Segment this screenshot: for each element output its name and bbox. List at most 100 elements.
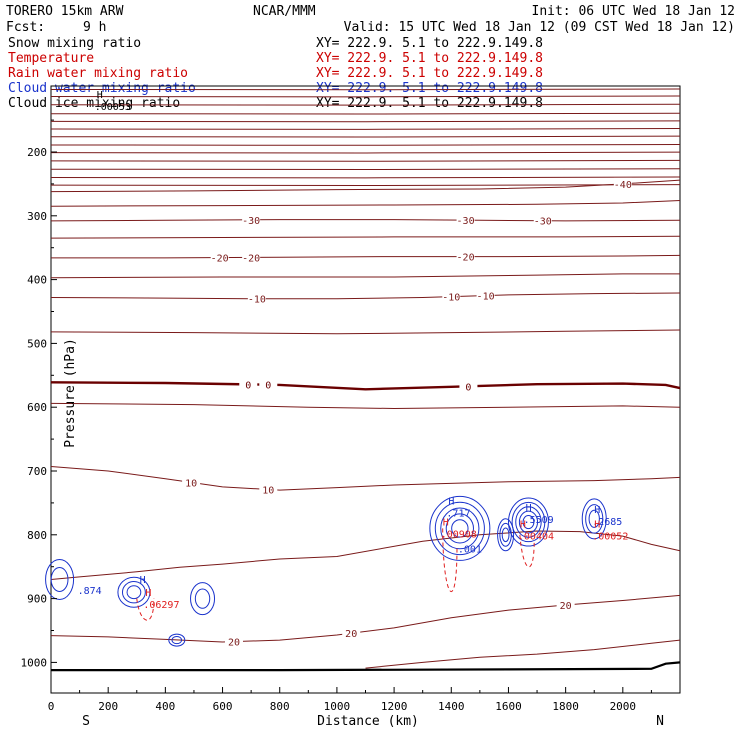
cloud-blob-1900-ring-0: [581, 498, 607, 540]
cloud-blob-1900-ring-1: [585, 504, 604, 534]
cloud-blob-1590-ring-0: [497, 518, 515, 552]
y-tick-label-1000: 1000: [21, 656, 48, 669]
cloud-blob-1430-ring-2: [440, 507, 480, 550]
temp-label-0-1: 0: [265, 381, 271, 392]
cloud-max-2-value: .2685: [592, 517, 622, 528]
temp-label-bg: [456, 214, 475, 226]
cloud-ice-max-value: .00053: [95, 102, 131, 113]
cloud-max-5-value: .874: [78, 586, 102, 597]
temp-label-10-0: 10: [185, 478, 197, 489]
model-title: TORERO 15km ARW: [6, 4, 124, 19]
cloud-max-2-marker: H: [594, 505, 600, 516]
cloud-blob-440-ring-0: [168, 633, 186, 647]
cloud-blob-30-ring-0: [45, 558, 75, 600]
cloud-blob-1670-ring-4: [522, 514, 535, 530]
field-name-rain-water-mixing-ratio: Rain water mixing ratio: [8, 66, 188, 81]
temp-label-bg: [247, 292, 266, 304]
field-name-snow-mixing-ratio: Snow mixing ratio: [8, 36, 141, 51]
center-title: NCAR/MMM: [253, 4, 316, 19]
cloud-blob-1670-ring-3: [518, 510, 539, 534]
temp-contour--5: [50, 329, 681, 335]
temp-label-bg: [210, 251, 229, 263]
south-label: S: [82, 714, 90, 729]
upper-contour-1: [50, 95, 681, 98]
x-tick-label-400: 400: [155, 700, 175, 713]
temp-label-10-1: 10: [262, 486, 274, 497]
cloud-max-3-marker: H: [140, 575, 146, 586]
cloud-blob-1430-ring-1: [434, 501, 485, 556]
cloud-blob-530-ring-0: [190, 582, 216, 616]
temp-label--30-0: -30: [242, 216, 260, 227]
cloud-blob-1900-ring-2: [588, 509, 600, 528]
cloud-blob-290-ring-0: [117, 576, 151, 608]
y-axis-label: Pressure (hPa): [63, 338, 78, 448]
rain-max-0-marker: H: [443, 518, 449, 529]
temp-label--20-2: -20: [457, 253, 475, 264]
axes: 0 200 400 600 800 1000 1200 1400 1600 1800 2000200…: [21, 119, 681, 713]
cloud-max-1-value: .5509: [524, 515, 554, 526]
field-xy-cloud-water-mixing-ratio: XY= 222.9. 5.1 to 222.9.149.8: [316, 81, 543, 96]
temp-label--20-0: -20: [211, 254, 229, 265]
cloud-blob-1670-ring-0: [507, 497, 549, 547]
temp-contour--15: [50, 273, 680, 279]
y-tick-label-400: 400: [27, 274, 47, 287]
temp-label-bg: [459, 380, 478, 392]
x-tick-label-2000: 2000: [610, 700, 637, 713]
temp-contour--10: [50, 292, 681, 300]
rain-shaft-1400: [442, 528, 458, 592]
rain-max-0-value: .00908: [441, 530, 477, 541]
y-tick-label-500: 500: [27, 337, 47, 350]
y-tick-label-900: 900: [27, 593, 47, 606]
temp-contour--20: [51, 254, 681, 259]
upper-contour-2: [50, 103, 681, 106]
temp-label--30-1: -30: [457, 216, 475, 227]
temp-label-bg: [556, 598, 575, 610]
temp-label-bg: [224, 635, 243, 647]
cloud-blob-1430-ring-3: [445, 513, 474, 544]
temp-label-0-2: 0: [465, 382, 471, 393]
temp-contour--35: [50, 200, 681, 207]
x-tick-label-1200: 1200: [381, 700, 408, 713]
cloud-blob-1670-ring-2: [515, 506, 542, 538]
cloud-blob-1590-ring-1: [499, 522, 512, 547]
cloud-blob-290-ring-2: [126, 585, 142, 600]
field-legend: Snow mixing ratio XY= 222.9. 5.1 to 222.9…: [8, 36, 543, 111]
temp-label-bg: [476, 289, 495, 301]
rain-shaft-330: [136, 598, 155, 621]
x-tick-label-1600: 1600: [495, 700, 522, 713]
temp-label-bg: [242, 213, 261, 225]
field-xy-rain-water-mixing-ratio: XY= 222.9. 5.1 to 222.9.149.8: [316, 66, 543, 81]
rain-max-3-marker: H: [145, 588, 151, 599]
cloud-blob-1430-ring-0: [429, 495, 491, 561]
field-maxima: H.717H.5509H.2685H.001.874H.00908H.00404…: [78, 90, 629, 611]
upper-contour-4: [50, 120, 681, 123]
upper-contour-6: [50, 135, 681, 138]
cloud-max-4-value: .001: [458, 544, 482, 555]
temp-label-bg: [259, 378, 278, 390]
temp-contour-15: [50, 530, 681, 580]
rain-shaft-1660: [519, 534, 535, 568]
x-tick-label-1000: 1000: [324, 700, 351, 713]
x-tick-label-0: 0: [48, 700, 55, 713]
cloud-max-0-value: .717: [446, 509, 470, 520]
temp-label--20-1: -20: [242, 253, 260, 264]
cloud-blob-1430-ring-4: [451, 519, 469, 538]
temp-label-bg: [533, 214, 552, 226]
temp-label--10-0: -10: [248, 295, 266, 306]
temp-label-bg: [182, 476, 201, 488]
y-tick-label-700: 700: [27, 465, 47, 478]
y-tick-label-800: 800: [27, 529, 47, 542]
temperature-contours: -40 -30 -30 -30 -20 -20 -20 -10 -10 -10 0 0 0 10 10 20 2…: [50, 88, 681, 672]
x-tick-label-200: 200: [98, 700, 118, 713]
upper-contour-12: [50, 184, 681, 186]
init-time: Init: 06 UTC Wed 18 Jan 12: [532, 4, 736, 19]
temp-label-bg: [242, 251, 261, 263]
y-tick-label-300: 300: [27, 210, 47, 223]
temp-label-0-0: 0: [245, 380, 251, 391]
temp-label--10-2: -10: [477, 292, 495, 303]
temp-label-bg: [442, 290, 461, 302]
temp-contour-5: [50, 402, 681, 410]
temp-label--10-1: -10: [442, 293, 460, 304]
valid-time: Valid: 15 UTC Wed 18 Jan 12 (09 CST Wed …: [344, 20, 735, 35]
